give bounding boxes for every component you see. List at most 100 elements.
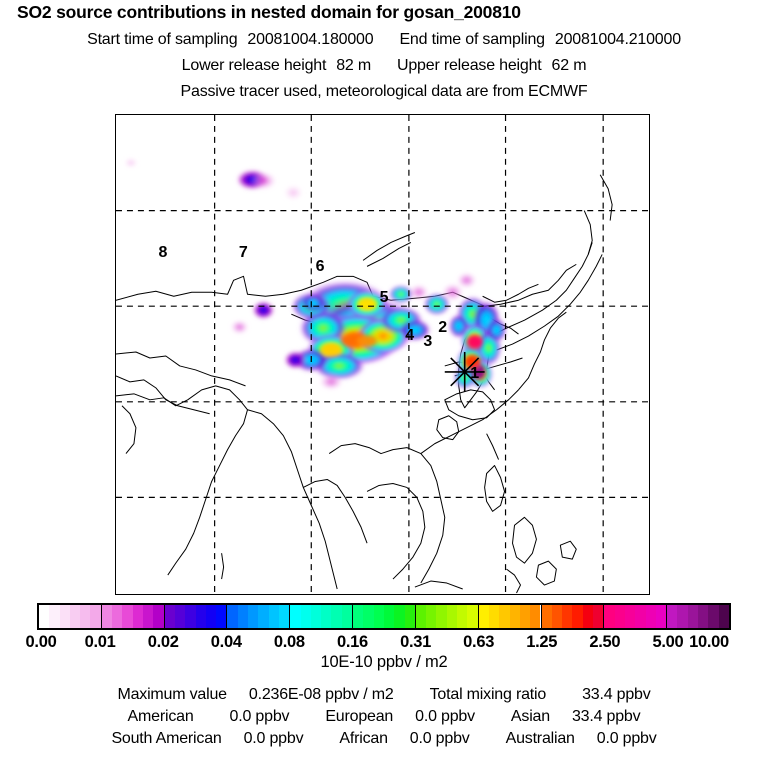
map-panel[interactable]: 8 7 6 5 4 3 2 1 (115, 114, 650, 595)
colorbar-band-6-1 (426, 605, 437, 628)
colorbar-segment-1 (101, 605, 165, 628)
coastlines (116, 174, 613, 594)
stat-european-label: European (325, 708, 394, 725)
colorbar-unit-label: 10E-10 ppbv / m2 (320, 653, 448, 671)
stat-european-value: 0.0 ppbv (415, 708, 475, 725)
colorbar-band-10-1 (677, 605, 688, 628)
colorbar-segment-8 (541, 605, 605, 628)
colorbar-band-7-1 (488, 605, 500, 628)
colorbar-band-6-3 (446, 605, 458, 628)
grid-lines (116, 115, 649, 594)
colorbar-band-1-5 (153, 605, 164, 628)
colorbar-tick-0: 0.00 (25, 633, 57, 651)
max-value-label: Maximum value (117, 686, 227, 703)
colorbar-band-0-2 (59, 605, 70, 628)
map-region-label-4: 4 (405, 327, 415, 345)
colorbar-band-8-3 (572, 605, 583, 628)
colorbar-tick-5: 0.16 (336, 633, 368, 651)
colorbar-band-3-4 (268, 605, 279, 628)
colorbar-band-3-5 (278, 605, 290, 628)
stat-asian-value: 33.4 ppbv (571, 708, 641, 725)
colorbar-segment-2 (164, 605, 228, 628)
colorbar-band-0-3 (69, 605, 81, 628)
colorbar-band-10-0 (667, 605, 678, 628)
sampling-time-row: Start time of sampling 20081004.180000 End… (0, 31, 768, 49)
colorbar-band-8-1 (551, 605, 563, 628)
statistics-block: Maximum value 0.236E-08 ppbv / m2 Total mi… (0, 686, 768, 748)
end-time-label: End time of sampling (399, 31, 545, 48)
start-time-label: Start time of sampling (87, 31, 238, 48)
colorbar-band-2-4 (205, 605, 217, 628)
map-region-label-2: 2 (438, 319, 448, 337)
stat-australian-value: 0.0 ppbv (596, 730, 657, 747)
stat-south-american-label: South American (111, 730, 222, 747)
colorbar-band-4-4 (331, 605, 342, 628)
colorbar-band-3-2 (248, 605, 259, 628)
total-ratio-label: Total mixing ratio (429, 686, 547, 703)
stats-row-continents-2: South American 0.0 ppbv African 0.0 ppbv Aus… (0, 730, 768, 748)
colorbar-band-1-4 (143, 605, 154, 628)
colorbar-band-9-1 (614, 605, 625, 628)
colorbar-band-7-2 (499, 605, 510, 628)
colorbar-band-3-0 (227, 605, 238, 628)
lower-release-label: Lower release height (181, 57, 327, 74)
colorbar-band-9-0 (604, 605, 615, 628)
colorbar-tick-11: 10.00 (689, 633, 729, 651)
colorbar-band-6-5 (467, 605, 478, 628)
colorbar-band-0-0 (39, 605, 50, 628)
colorbar-tick-8: 1.25 (526, 633, 558, 651)
colorbar-band-4-3 (321, 605, 332, 628)
upper-release-label: Upper release height (397, 57, 542, 74)
colorbar-gradient (37, 603, 731, 630)
colorbar-band-8-2 (562, 605, 573, 628)
colorbar-band-10-5 (718, 605, 729, 628)
colorbar-band-5-5 (404, 605, 415, 628)
colorbar-segment-7 (478, 605, 542, 628)
colorbar-band-5-0 (353, 605, 364, 628)
map-canvas (116, 115, 649, 594)
stat-african-label: African (339, 730, 388, 747)
colorbar-tick-7: 0.63 (463, 633, 495, 651)
stat-australian-label: Australian (505, 730, 575, 747)
map-region-label-1: 1 (470, 364, 480, 382)
stats-row-summary: Maximum value 0.236E-08 ppbv / m2 Total mi… (0, 686, 768, 704)
release-site-star[interactable] (444, 352, 485, 392)
colorbar-band-4-5 (341, 605, 353, 628)
colorbar-band-4-0 (290, 605, 301, 628)
colorbar-band-9-2 (624, 605, 636, 628)
colorbar-band-10-4 (708, 605, 719, 628)
page-title: SO2 source contributions in nested domai… (17, 2, 521, 22)
colorbar-band-2-1 (174, 605, 186, 628)
colorbar-band-0-1 (49, 605, 60, 628)
map-region-label-3: 3 (423, 333, 433, 351)
colorbar-band-9-3 (635, 605, 646, 628)
colorbar-band-1-2 (122, 605, 133, 628)
lower-release-value: 82 m (336, 57, 371, 74)
colorbar-band-4-1 (300, 605, 311, 628)
colorbar-band-7-5 (530, 605, 541, 628)
colorbar-band-2-0 (164, 605, 175, 628)
method-note: Passive tracer used, meteorological data… (180, 83, 588, 100)
stat-african-value: 0.0 ppbv (409, 730, 470, 747)
colorbar-band-4-2 (310, 605, 322, 628)
stat-south-american-value: 0.0 ppbv (243, 730, 304, 747)
start-time-value: 20081004.180000 (247, 31, 374, 48)
colorbar[interactable] (37, 603, 731, 630)
colorbar-band-3-3 (258, 605, 269, 628)
colorbar-band-2-3 (195, 605, 206, 628)
colorbar-band-3-1 (237, 605, 249, 628)
upper-release-value: 62 m (551, 57, 587, 74)
colorbar-band-8-5 (592, 605, 604, 628)
colorbar-band-5-3 (383, 605, 395, 628)
colorbar-tick-labels: 0.00 0.01 0.02 0.04 0.08 0.16 0.31 0.63 1.25 2.50… (0, 633, 768, 653)
stat-american-value: 0.0 ppbv (229, 708, 290, 725)
stats-row-continents-1: American 0.0 ppbv European 0.0 ppbv Asian 33.… (0, 708, 768, 726)
colorbar-band-6-0 (415, 605, 427, 628)
colorbar-band-8-4 (582, 605, 593, 628)
colorbar-segment-4 (290, 605, 354, 628)
colorbar-band-9-5 (655, 605, 667, 628)
colorbar-band-1-3 (132, 605, 143, 628)
colorbar-tick-6: 0.31 (400, 633, 431, 651)
colorbar-tick-4: 0.08 (273, 633, 305, 651)
colorbar-band-2-5 (216, 605, 227, 628)
